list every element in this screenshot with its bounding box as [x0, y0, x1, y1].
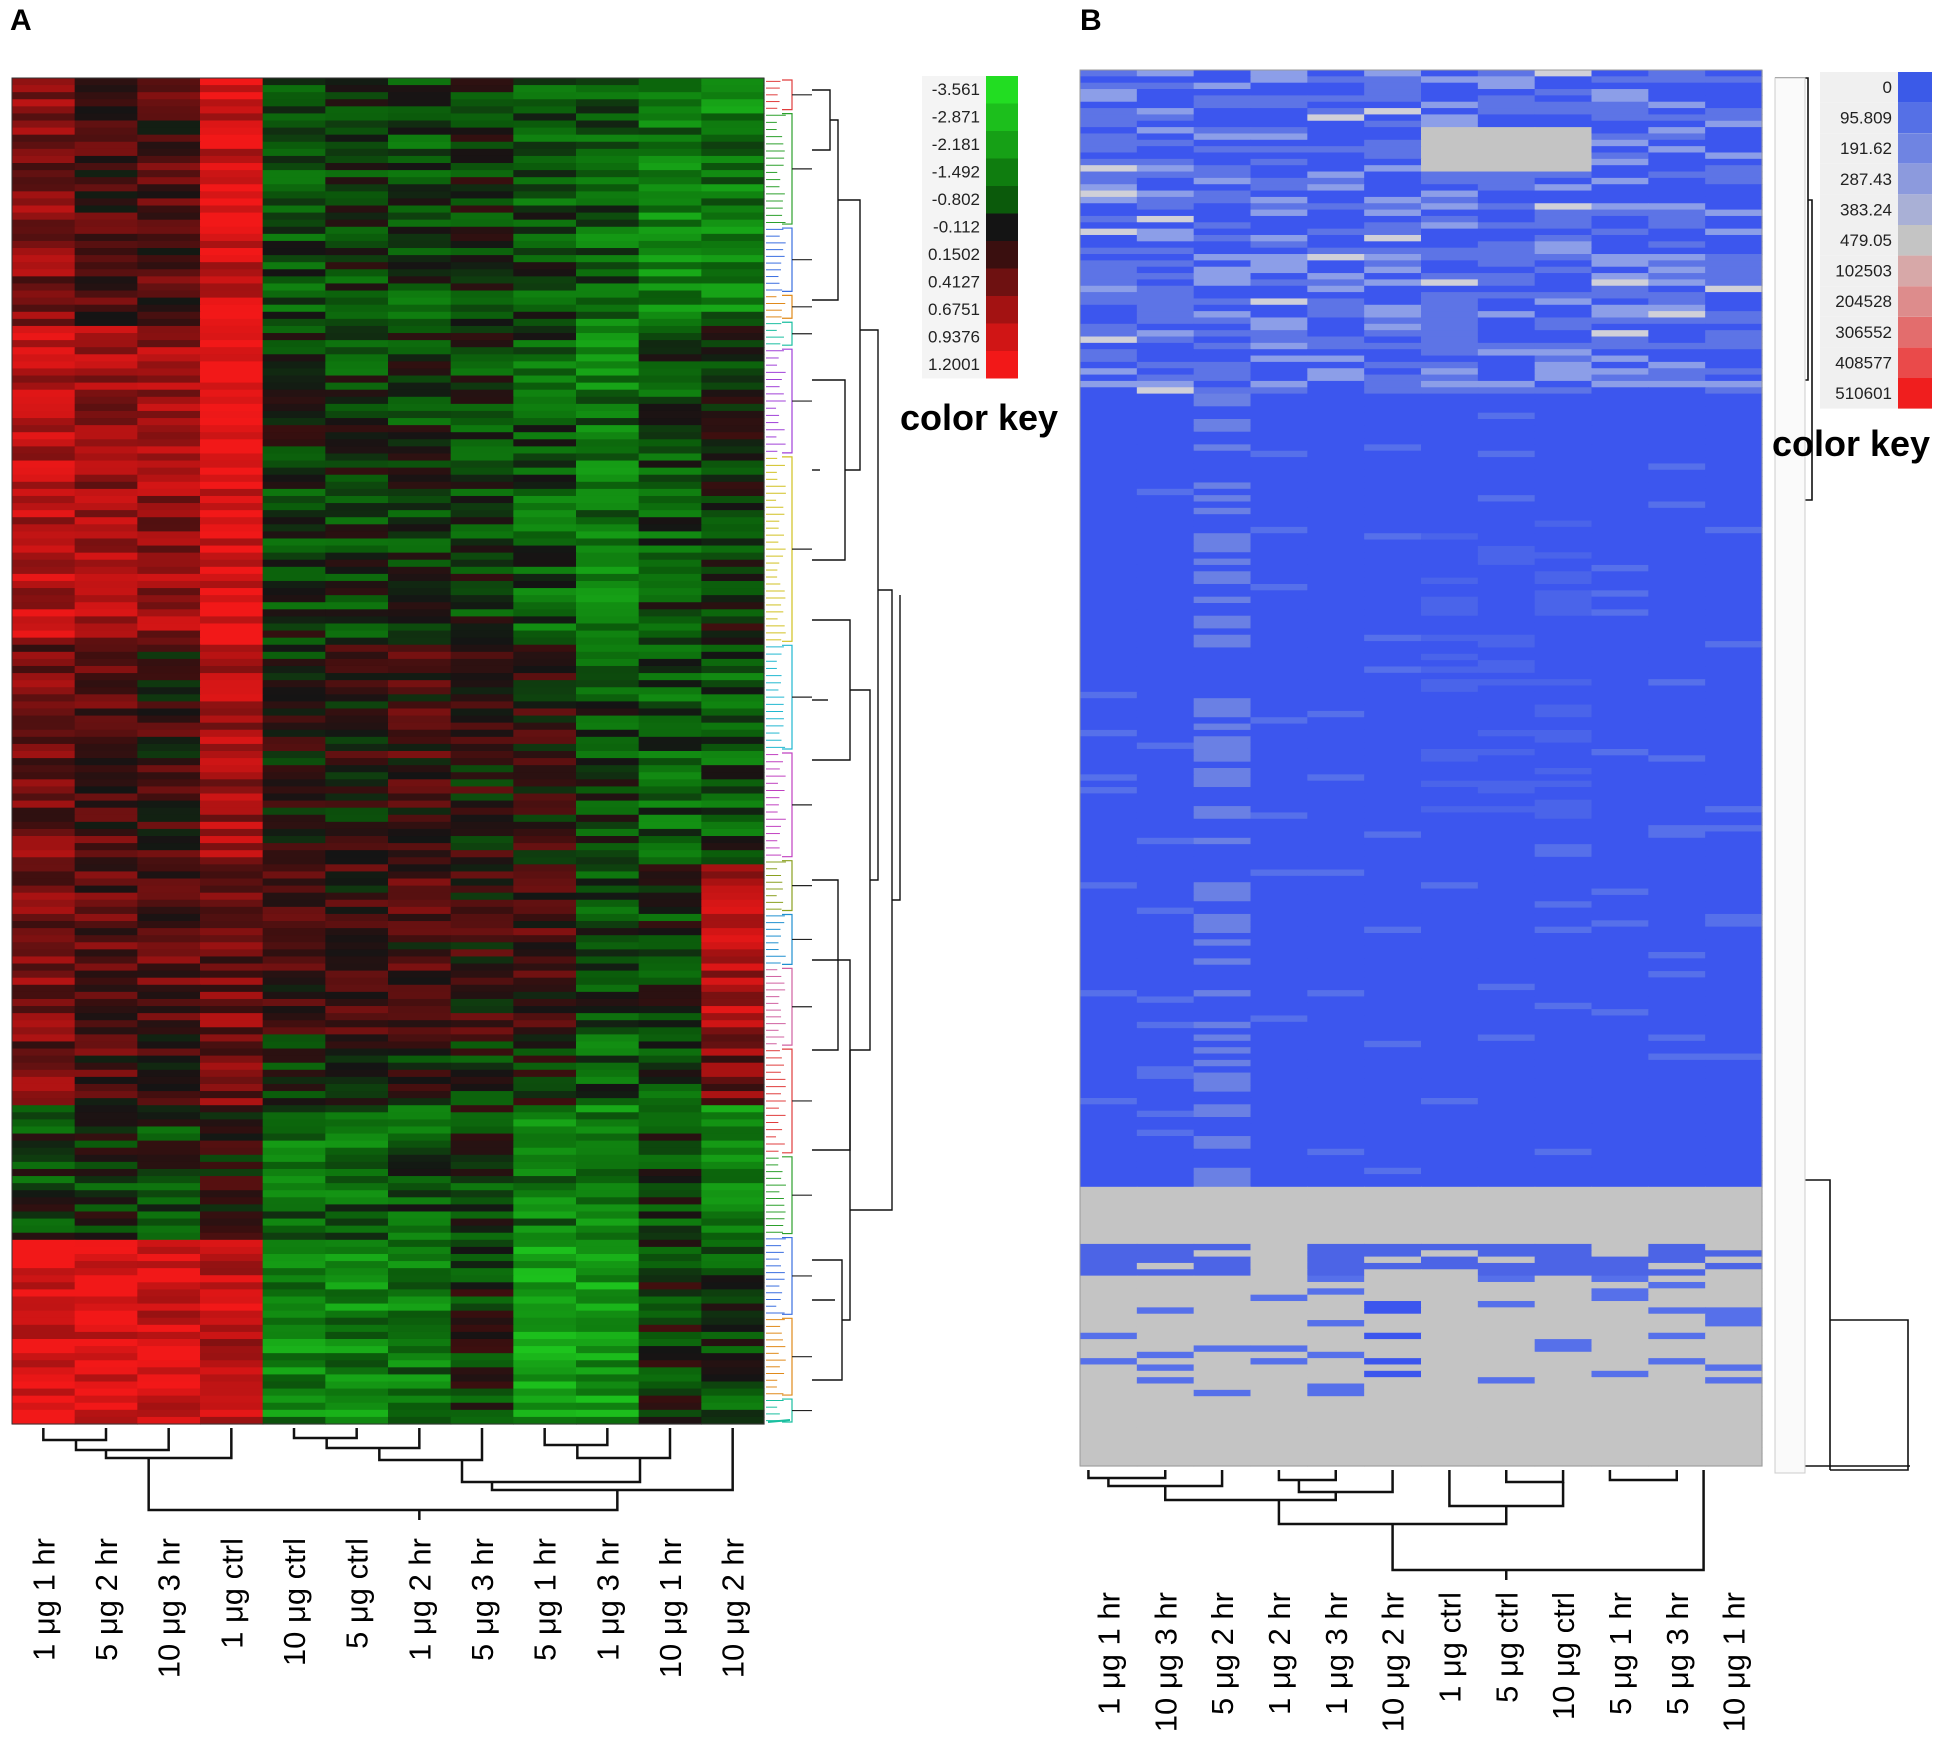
column-label-a: 5 μg ctrl [340, 1538, 375, 1649]
column-label-b: 5 μg 3 hr [1660, 1592, 1695, 1715]
column-label-b: 1 μg ctrl [1432, 1592, 1467, 1703]
color-key-b-swatch [1898, 378, 1932, 409]
color-key-a-value: 1.2001 [928, 355, 980, 374]
color-key-a-value: 0.9376 [928, 328, 980, 347]
column-dendrogram-a [42, 1428, 734, 1520]
color-key-b-value: 95.809 [1840, 109, 1892, 128]
color-key-b-value: 0 [1883, 78, 1892, 97]
column-label-b: 10 μg 3 hr [1148, 1592, 1183, 1732]
color-key-a-value: -0.112 [933, 218, 980, 237]
column-label-a: 5 μg 2 hr [89, 1538, 124, 1661]
color-key-b-value: 204528 [1835, 292, 1892, 311]
color-key-b-swatch [1898, 102, 1932, 134]
column-label-a: 1 μg 3 hr [590, 1538, 625, 1661]
color-key-b-swatch [1898, 72, 1932, 103]
color-key-b-value: 191.62 [1840, 139, 1892, 158]
column-label-a: 1 μg ctrl [214, 1538, 249, 1649]
color-key-a-value: -3.561 [932, 80, 980, 99]
column-label-b: 1 μg 3 hr [1319, 1592, 1354, 1715]
panel-b-label: B [1080, 4, 1102, 37]
column-label-b: 5 μg 1 hr [1603, 1592, 1638, 1715]
heatmap-b [1079, 69, 1763, 1467]
color-key-a-value: 0.6751 [928, 300, 980, 319]
column-label-a: 10 μg 2 hr [716, 1538, 751, 1678]
column-label-b: 5 μg ctrl [1489, 1592, 1524, 1703]
column-label-a: 5 μg 3 hr [465, 1538, 500, 1661]
color-key-a-value: -2.181 [932, 135, 980, 154]
color-key-a-swatch [986, 241, 1018, 269]
column-label-a: 1 μg 2 hr [402, 1538, 437, 1661]
color-key-title-b: color key [1772, 423, 1930, 464]
panel-a-label: A [10, 4, 32, 37]
color-key-b-swatch [1898, 194, 1932, 225]
color-key-b-value: 306552 [1835, 323, 1892, 342]
color-key-a-value: 0.4127 [928, 273, 980, 292]
color-key-b-value: 408577 [1835, 353, 1892, 372]
color-key-b-value: 287.43 [1840, 170, 1892, 189]
color-key-b-swatch [1898, 347, 1932, 378]
column-label-b: 1 μg 2 hr [1262, 1592, 1297, 1715]
color-key-b-value: 479.05 [1840, 231, 1892, 250]
column-label-a: 1 μg 1 hr [26, 1538, 61, 1661]
color-key-b-swatch [1898, 163, 1932, 195]
color-key-a-swatch [986, 323, 1018, 351]
color-key-a-swatch [986, 213, 1018, 241]
color-key-a-swatch [986, 103, 1018, 131]
color-key-a-swatch [986, 268, 1018, 296]
column-dendrogram-b [1087, 1470, 1705, 1580]
column-label-b: 5 μg 2 hr [1205, 1592, 1240, 1715]
column-label-b: 10 μg 1 hr [1717, 1592, 1752, 1732]
color-key-a-swatch [986, 131, 1018, 159]
color-key-a-swatch [986, 76, 1018, 104]
color-key-a-value: -0.802 [932, 190, 980, 209]
color-key-a-swatch [986, 296, 1018, 324]
row-dendrogram-a [766, 79, 901, 1423]
column-label-b: 1 μg 1 hr [1091, 1592, 1126, 1715]
color-key-b-value: 510601 [1835, 384, 1892, 403]
color-key-b: 0 95.809 191.62 287.43 383.24 479.05 102503 204… [1820, 72, 1932, 409]
column-labels-a: 1 μg 1 hr 5 μg 2 hr 10 μg 3 hr 1 μg ctrl 10 … [26, 1538, 750, 1678]
color-key-b-value: 102503 [1835, 262, 1892, 281]
heatmap-a [11, 77, 765, 1425]
color-key-a-swatch [986, 158, 1018, 186]
column-label-b: 10 μg 2 hr [1376, 1592, 1411, 1732]
column-label-a: 10 μg 1 hr [653, 1538, 688, 1678]
color-key-b-swatch [1898, 133, 1932, 164]
color-key-a-value: -2.871 [932, 108, 980, 127]
column-label-b: 10 μg ctrl [1546, 1592, 1581, 1720]
color-key-b-swatch [1898, 316, 1932, 348]
color-key-b-value: 383.24 [1840, 200, 1892, 219]
color-key-a: -3.561 -2.871 -2.181 -1.492 -0.802 -0.112 0.15… [922, 76, 1018, 379]
column-label-a: 10 μg ctrl [277, 1538, 312, 1666]
color-key-b-swatch [1898, 255, 1932, 287]
row-dendrogram-b [1774, 77, 1910, 1474]
column-labels-b: 1 μg 1 hr 10 μg 3 hr 5 μg 2 hr 1 μg 2 hr 1 μ… [1091, 1592, 1751, 1732]
color-key-a-value: 0.1502 [928, 245, 980, 264]
color-key-b-swatch [1898, 225, 1932, 256]
color-key-a-swatch [986, 186, 1018, 214]
color-key-title-a: color key [900, 397, 1058, 438]
column-label-a: 10 μg 3 hr [152, 1538, 187, 1678]
color-key-b-swatch [1898, 286, 1932, 317]
color-key-a-swatch [986, 351, 1018, 379]
column-label-a: 5 μg 1 hr [528, 1538, 563, 1661]
color-key-a-value: -1.492 [932, 163, 980, 182]
